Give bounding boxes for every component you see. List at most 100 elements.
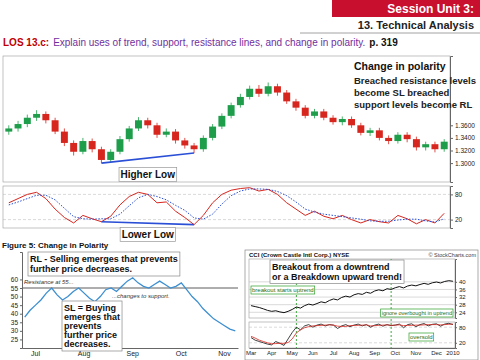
tick-label: Apr	[267, 350, 276, 356]
candle-body	[367, 130, 374, 133]
annotations: Lower Low	[120, 228, 175, 242]
slide: Session Unit 3:13. Technical AnalysisLOS…	[0, 0, 480, 360]
tick-label: 35	[11, 319, 19, 326]
tick: 55	[11, 285, 22, 292]
tick-mark	[20, 339, 22, 340]
grid-line	[3, 194, 450, 195]
header-title: Session Unit 3:	[387, 2, 474, 16]
callout-text: become SL breached	[354, 87, 450, 98]
tick-mark	[455, 297, 457, 298]
tick-label: 55	[11, 285, 19, 292]
chart-title: CCI (Crown Castle Intl Corp.) NYSE	[249, 252, 349, 258]
tick-label: 50	[11, 293, 19, 300]
header-bar	[332, 0, 480, 17]
trend-line	[101, 153, 194, 163]
tick-label: 24	[459, 310, 466, 316]
candle-body	[107, 152, 114, 160]
candle-body	[135, 120, 142, 128]
tick: 2010	[446, 350, 460, 356]
text-box	[251, 286, 315, 294]
candle-body	[441, 142, 448, 150]
annotations: Resistance at 55......changes to support…	[24, 252, 180, 351]
annotations: Breakout from a downtrendor a Breakdown …	[251, 260, 453, 341]
tick-label: 1.3000	[455, 160, 475, 167]
tick-label: Sep	[126, 350, 139, 358]
callout-text: Breakout from a downtrend	[272, 262, 390, 272]
note-text: decreases.	[64, 339, 111, 349]
tick-label: Jul	[330, 350, 338, 356]
candle-body	[302, 108, 309, 116]
candle-body	[33, 114, 40, 118]
annotation: breakout starts uptrend	[252, 287, 314, 293]
stochastic-lines	[9, 188, 444, 225]
tick-mark	[20, 314, 22, 315]
tick: 32	[455, 294, 466, 300]
tick-label: Jul	[31, 350, 40, 357]
tick: 40	[455, 279, 466, 285]
tick: 35	[11, 319, 22, 326]
tick-mark	[20, 297, 22, 298]
tick: 25	[11, 336, 22, 343]
candle-body	[274, 86, 281, 92]
annotation: ignore overbought in uptrend	[382, 310, 452, 316]
candle-body	[24, 118, 31, 124]
callout-text: or a Breakdown upward trend!	[272, 272, 402, 282]
axis-line	[451, 187, 454, 229]
text-box	[28, 252, 180, 276]
tick: 80	[455, 325, 466, 331]
tick: Oct	[391, 350, 401, 356]
tick: 1.3200	[450, 147, 475, 154]
callout-text: support levels become RL	[354, 99, 472, 110]
tick-label: Sep	[369, 350, 380, 356]
plot-frame	[249, 322, 455, 348]
annotation: ...changes to support.	[112, 293, 170, 299]
candle-body	[5, 128, 12, 131]
candle-body	[311, 111, 318, 115]
price-plot	[251, 281, 453, 313]
text-box	[409, 333, 434, 341]
tick-label: 20	[459, 340, 466, 346]
objective: LOS 13.c:Explain uses of trend, support,…	[3, 37, 398, 48]
tick-mark	[20, 288, 22, 289]
tick-label: Aug	[349, 350, 360, 356]
tick: Nov	[218, 350, 231, 357]
tick-label: 30	[11, 327, 19, 334]
text-box	[119, 168, 177, 182]
axis: 2080	[455, 323, 466, 349]
candle-body	[283, 93, 290, 102]
candle-body	[404, 135, 411, 139]
candle-body	[218, 116, 225, 127]
note-text: RL - Selling emerges that prevents	[30, 254, 178, 264]
tick: 20	[455, 340, 466, 346]
tick: Apr	[267, 350, 276, 356]
tick-label: 80	[459, 325, 466, 331]
axis: JulAugSepOctNov	[23, 349, 239, 358]
series-line	[9, 188, 444, 225]
tick: 50	[11, 293, 22, 300]
series-line	[251, 323, 453, 345]
grid-line	[249, 327, 455, 328]
candle-body	[154, 125, 161, 134]
tick-mark	[455, 312, 457, 313]
tick-label: 1.3200	[455, 147, 475, 154]
panel-frame	[245, 250, 478, 360]
tick: Nov	[411, 350, 422, 356]
tick-label: Mar	[246, 350, 256, 356]
axis-line	[250, 348, 456, 349]
chart-source: © StockCharts.com	[429, 252, 477, 258]
tick-label: 36	[459, 287, 466, 293]
axis-line	[456, 260, 458, 319]
tick: Sep	[126, 350, 139, 358]
header-rule	[300, 33, 480, 34]
text-box	[120, 228, 175, 242]
tick: Mar	[246, 350, 256, 356]
polarity-plot	[22, 278, 238, 331]
tick-mark	[450, 194, 453, 195]
plot-frame	[3, 186, 450, 228]
tick: 40	[11, 310, 22, 317]
tick-mark	[455, 343, 457, 344]
tick-label: Nov	[411, 350, 422, 356]
candle-body	[413, 139, 420, 147]
axis: 2080	[450, 187, 463, 229]
tick: Sep	[369, 350, 380, 356]
